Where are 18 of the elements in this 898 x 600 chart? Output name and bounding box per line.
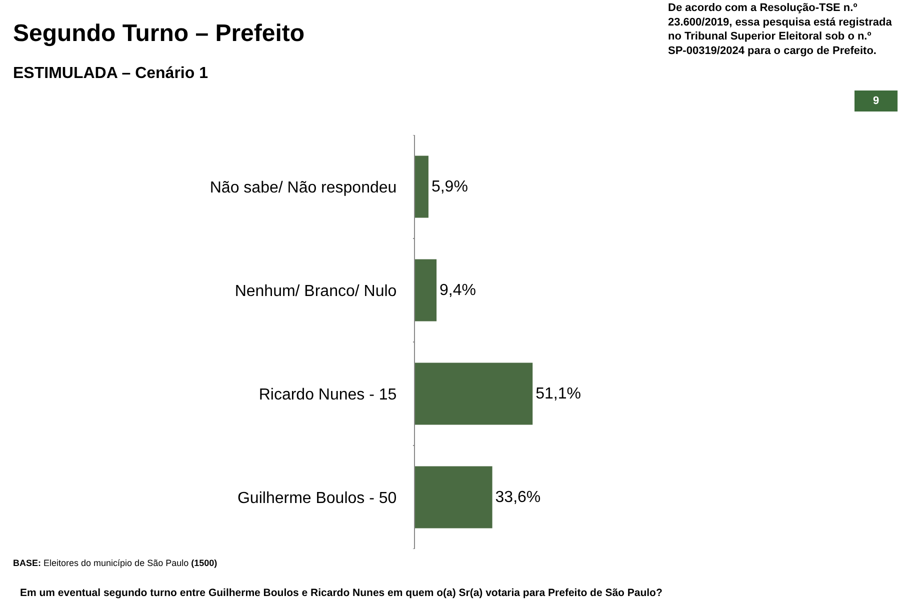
y-tick-label: Não sabe/ Não respondeu (210, 179, 397, 196)
bar (414, 259, 437, 322)
data-label: 33,6% (495, 488, 541, 506)
text: Segundo Turno – Prefeito (13, 20, 305, 47)
text: BASE: Eleitores do município de São Paulo (1500) (13, 558, 218, 568)
y-tick-label: Nenhum/ Branco/ Nulo (234, 282, 397, 300)
data-label: 5,9% (431, 178, 468, 196)
text: ESTIMULADA – Cenário 1 (13, 65, 208, 82)
text: De acordo com a Resolução-TSE n.º 23.600/2019, essa pesquisa está registrada no Tribunal Superior Eleitoral sob o n.º SP-00319/2024 para o cargo de Prefeito. (668, 2, 893, 57)
y-tick-label: Ricardo Nunes - 15 (258, 386, 397, 404)
data-label: 9,4% (440, 282, 476, 299)
y-tick-label: Guilherme Boulos - 50 (237, 490, 397, 507)
data-label: 51,1% (536, 385, 581, 402)
bar (414, 362, 533, 425)
bar (414, 466, 492, 528)
text: 9 (872, 95, 880, 107)
bar (414, 156, 428, 218)
text: Em um eventual segundo turno entre Guilherme Boulos e Ricardo Nunes em quem o(a) Sr(a) votaria para Prefeito de São Paulo? (20, 587, 662, 599)
